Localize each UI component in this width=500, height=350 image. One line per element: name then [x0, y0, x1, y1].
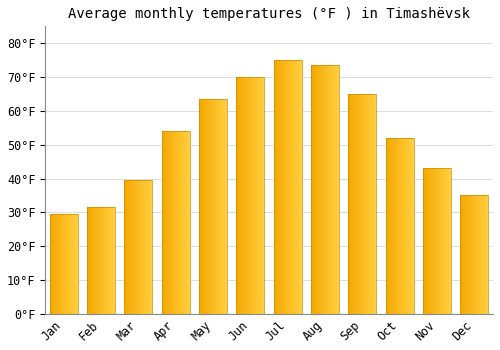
Bar — [162, 131, 190, 314]
Bar — [423, 168, 451, 314]
Bar — [311, 65, 339, 314]
Bar — [87, 207, 115, 314]
Bar — [386, 138, 413, 314]
Bar — [124, 180, 152, 314]
Bar — [50, 214, 78, 314]
Bar — [460, 195, 488, 314]
Title: Average monthly temperatures (°F ) in Timashëvsk: Average monthly temperatures (°F ) in Ti… — [68, 7, 470, 21]
Bar — [348, 94, 376, 314]
Bar — [236, 77, 264, 314]
Bar — [199, 99, 227, 314]
Bar — [274, 60, 302, 314]
